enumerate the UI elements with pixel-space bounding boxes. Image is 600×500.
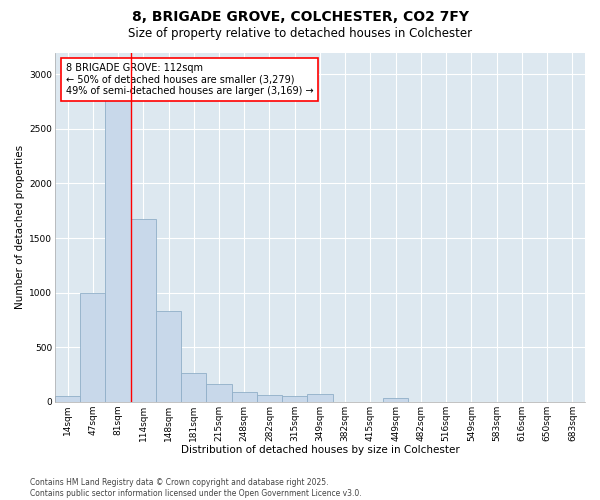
Bar <box>232 392 257 402</box>
Text: Size of property relative to detached houses in Colchester: Size of property relative to detached ho… <box>128 28 472 40</box>
Y-axis label: Number of detached properties: Number of detached properties <box>15 145 25 309</box>
Bar <box>131 220 156 402</box>
X-axis label: Distribution of detached houses by size in Colchester: Distribution of detached houses by size … <box>181 445 460 455</box>
Bar <box>55 396 80 402</box>
Bar <box>80 292 106 402</box>
Bar <box>106 74 131 402</box>
Bar <box>257 394 282 402</box>
Bar <box>206 384 232 402</box>
Text: 8 BRIGADE GROVE: 112sqm
← 50% of detached houses are smaller (3,279)
49% of semi: 8 BRIGADE GROVE: 112sqm ← 50% of detache… <box>65 63 313 96</box>
Bar <box>282 396 307 402</box>
Bar <box>307 394 332 402</box>
Bar <box>383 398 409 402</box>
Text: 8, BRIGADE GROVE, COLCHESTER, CO2 7FY: 8, BRIGADE GROVE, COLCHESTER, CO2 7FY <box>131 10 469 24</box>
Bar <box>181 373 206 402</box>
Bar <box>156 311 181 402</box>
Text: Contains HM Land Registry data © Crown copyright and database right 2025.
Contai: Contains HM Land Registry data © Crown c… <box>30 478 362 498</box>
